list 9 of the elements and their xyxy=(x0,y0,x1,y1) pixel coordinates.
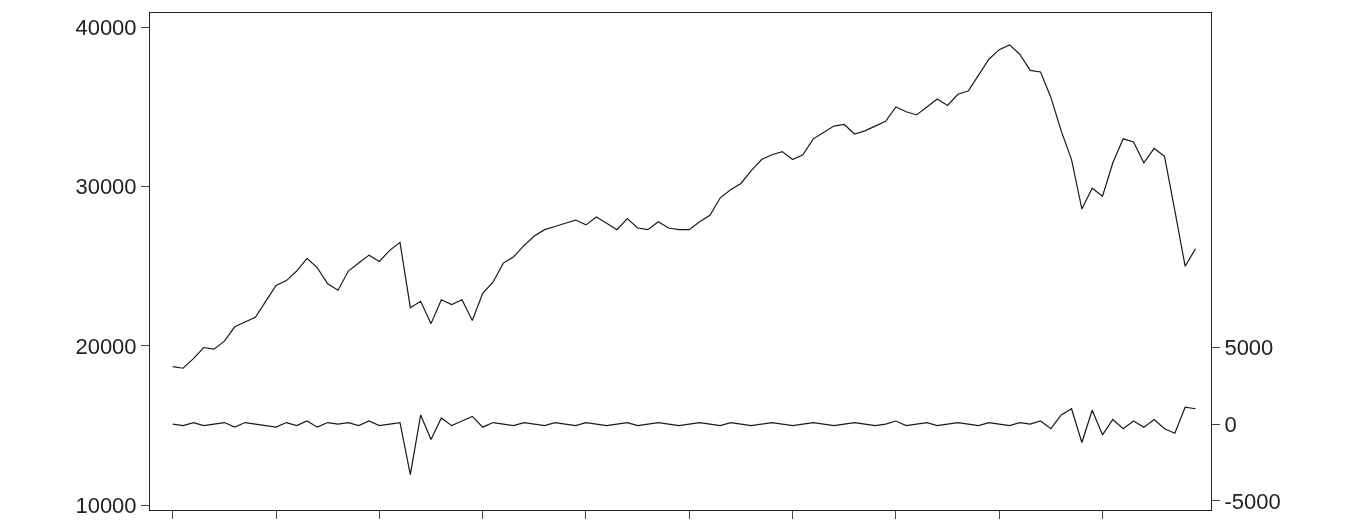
y-tick-label: 40000 xyxy=(75,15,137,41)
line-series xyxy=(172,44,1197,369)
y-tick-label: 30000 xyxy=(75,174,137,200)
y-tick-label: 10000 xyxy=(75,492,137,518)
y2-tick-label: -5000 xyxy=(1224,488,1281,514)
y2-tick-label: 0 xyxy=(1224,411,1237,437)
y-tick-label: 20000 xyxy=(75,333,137,359)
line-series xyxy=(172,406,1197,476)
y2-tick-label: 5000 xyxy=(1224,335,1274,361)
